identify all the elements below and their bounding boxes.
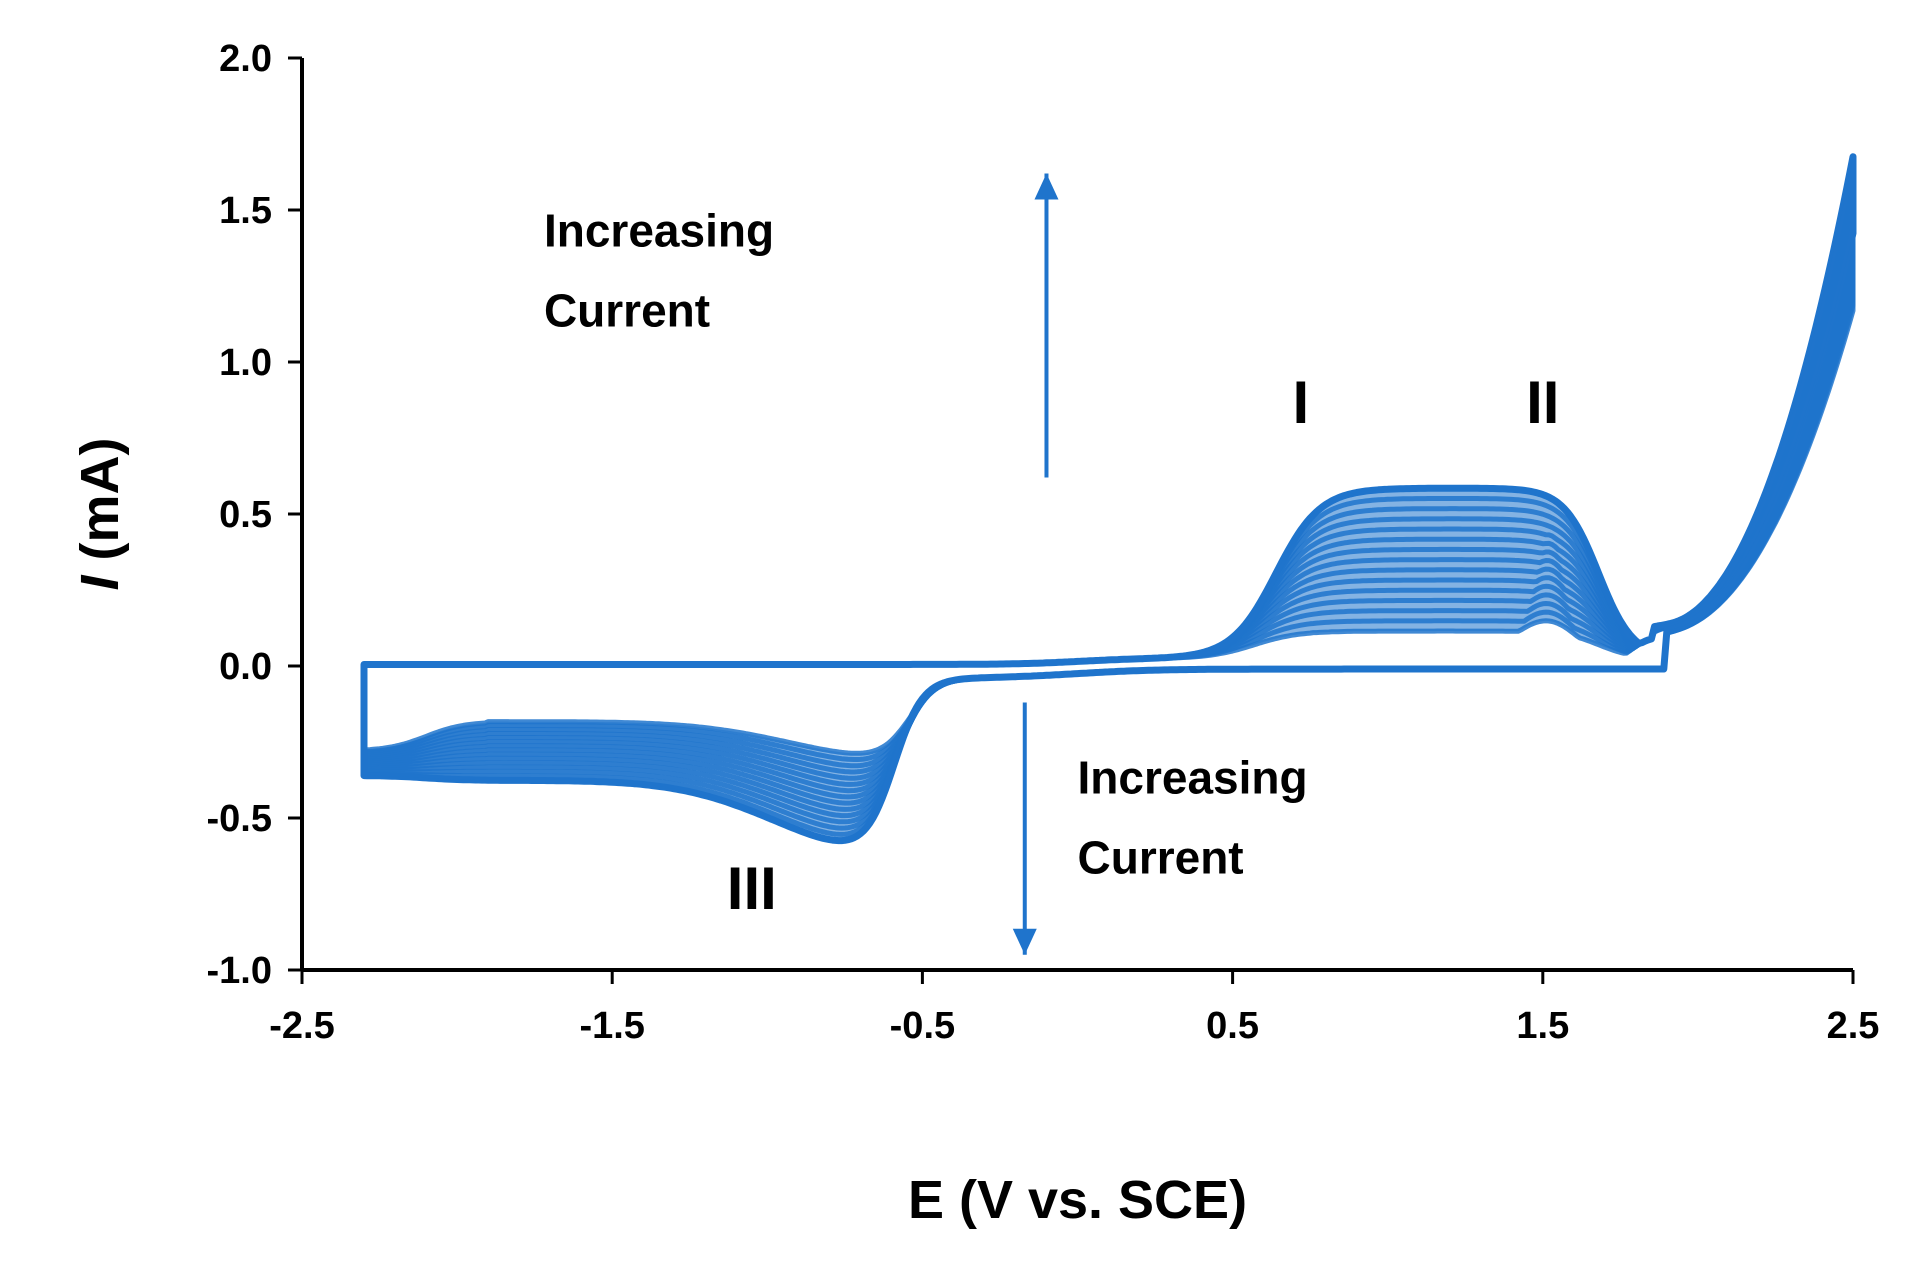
y-tick-label: -1.0 [207, 950, 272, 992]
peak-label: II [1526, 369, 1559, 436]
annotation-line2: Current [1078, 832, 1244, 884]
y-axis-title: I (mA) [70, 438, 130, 591]
y-axis-title-symbol: I [70, 575, 130, 591]
y-tick-label: 1.0 [219, 342, 272, 384]
x-tick-label: 1.5 [1516, 1005, 1569, 1047]
x-axis-title: E (V vs. SCE) [908, 1170, 1247, 1230]
cathodic-envelope [364, 233, 1853, 841]
annotations: Increasing Current Increasing Current [544, 204, 1308, 883]
arrow-down-icon [1012, 928, 1037, 955]
y-tick-label: -0.5 [207, 798, 272, 840]
x-tick-label: 2.5 [1827, 1005, 1880, 1047]
y-ticks: -1.0 -0.5 0.0 0.5 1.0 1.5 2.0 [207, 38, 302, 992]
peak-label: III [727, 855, 777, 922]
y-tick-label: 2.0 [219, 38, 272, 80]
cv-cycle-curve [361, 186, 1856, 812]
x-tick-label: 0.5 [1206, 1005, 1259, 1047]
x-tick-label: -2.5 [269, 1005, 334, 1047]
peak-label: I [1293, 369, 1310, 436]
annotation-line2: Current [544, 284, 710, 336]
arrow-up-icon [1034, 173, 1059, 200]
y-tick-label: 1.5 [219, 190, 272, 232]
y-tick-label: 0.5 [219, 494, 272, 536]
annotation-line1: Increasing [544, 204, 774, 256]
x-tick-label: -1.5 [579, 1005, 644, 1047]
y-axis-title-unit: (mA) [70, 438, 130, 576]
x-ticks: -2.5 -1.5 -0.5 0.5 1.5 2.5 [269, 970, 1879, 1047]
arrows [1012, 173, 1059, 955]
x-tick-label: -0.5 [890, 1005, 955, 1047]
y-tick-label: 0.0 [219, 646, 272, 688]
cv-curves [360, 153, 1857, 845]
annotation-line1: Increasing [1078, 752, 1308, 804]
anodic-envelope [364, 156, 1853, 665]
